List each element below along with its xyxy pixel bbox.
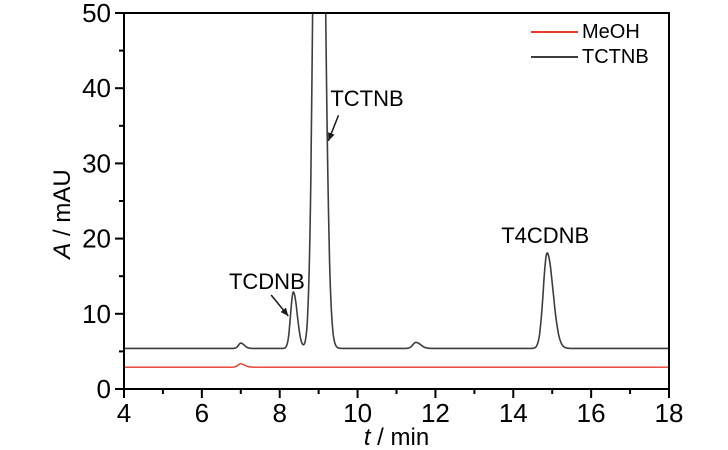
x-tick-label: 18 [655, 398, 684, 428]
y-tick-label: 20 [82, 224, 111, 254]
trace-tctnb [125, 14, 668, 350]
y-tick-label: 40 [82, 73, 111, 103]
legend-label-tctnb: TCTNB [582, 46, 649, 68]
y-tick-label: 10 [82, 299, 111, 329]
peak-arrow-tctnb [327, 114, 340, 142]
x-tick-label: 12 [421, 398, 450, 428]
x-tick-label: 10 [343, 398, 372, 428]
legend-line-meoh [531, 31, 578, 33]
legend-item-meoh: MeOH [531, 20, 649, 44]
legend-item-tctnb: TCTNB [531, 45, 649, 69]
y-tick-label: 50 [82, 0, 111, 28]
x-tick-label: 8 [272, 398, 286, 428]
x-axis-title: t / min [364, 424, 429, 450]
legend-label-meoh: MeOH [582, 21, 640, 43]
y-tick-label: 30 [82, 148, 111, 178]
x-tick-label: 4 [117, 398, 131, 428]
y-axis-title: A / mAU [49, 169, 76, 260]
trace-meoh [125, 363, 668, 368]
y-tick-label: 0 [97, 374, 111, 404]
peak-arrow-tcdnb [270, 294, 289, 317]
plot-frame [123, 12, 670, 390]
peak-label-tctnb: TCTNB [330, 86, 403, 111]
x-tick-label: 14 [499, 398, 528, 428]
legend: MeOH TCTNB [531, 20, 649, 69]
x-tick-label: 6 [195, 398, 209, 428]
peak-label-t4cdnb: T4CDNB [501, 223, 589, 248]
legend-line-tctnb [531, 56, 578, 58]
peak-label-tcdnb: TCDNB [229, 269, 305, 294]
x-tick-label: 16 [577, 398, 606, 428]
